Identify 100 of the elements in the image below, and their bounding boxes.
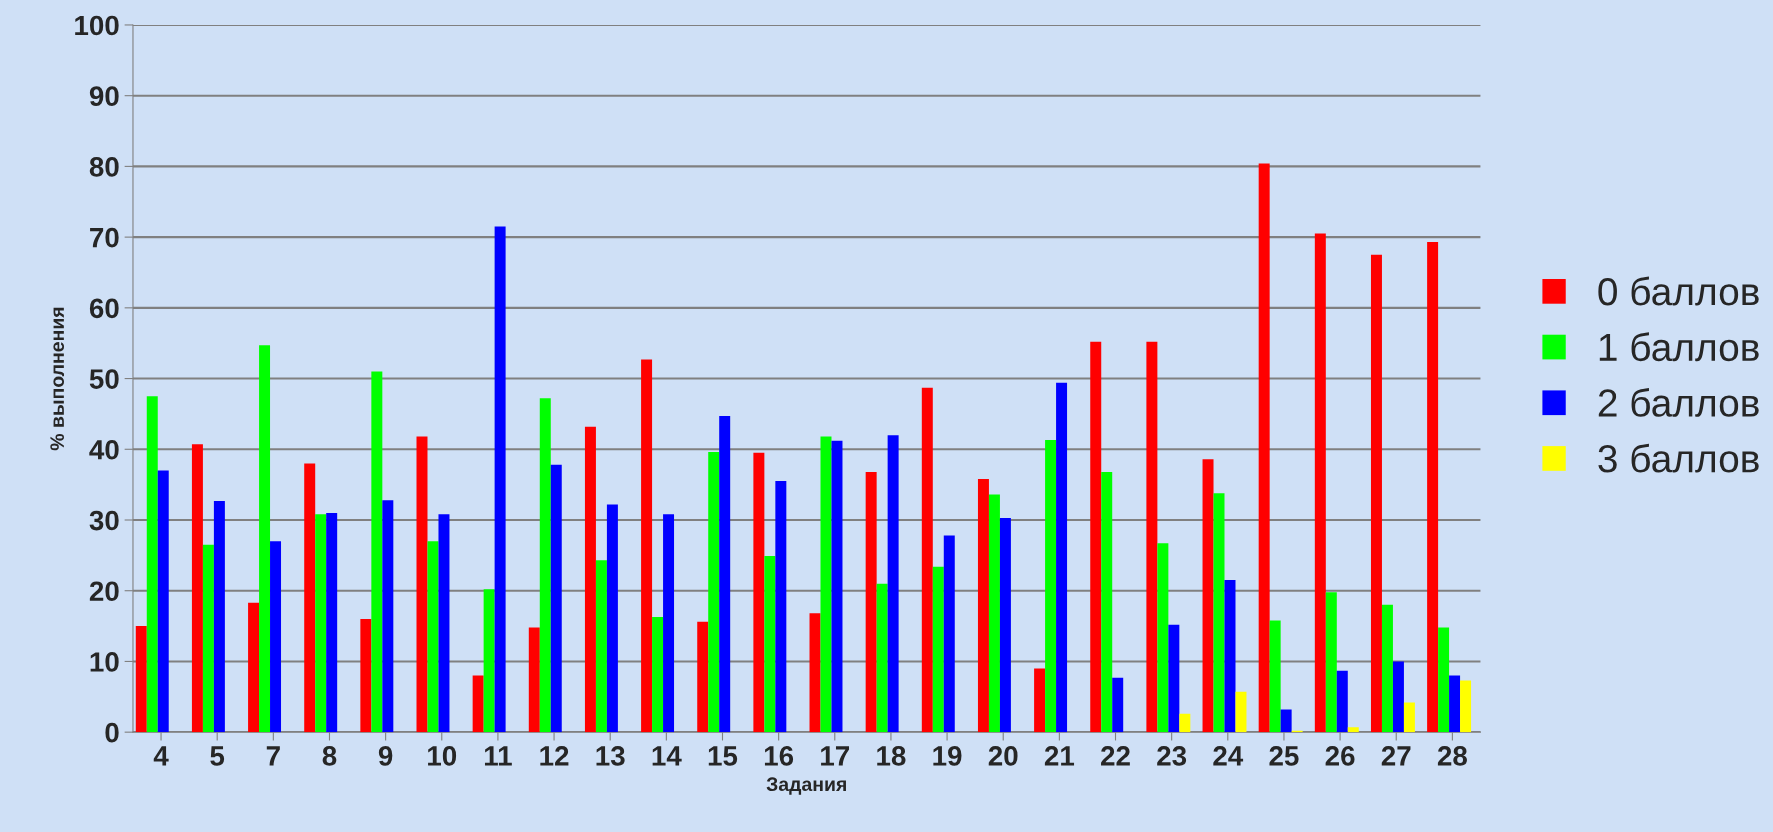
y-tick-label: 40 [89, 439, 119, 460]
y-tick-label: 80 [89, 157, 119, 177]
y-tick-label: 50 [89, 369, 119, 389]
bar [1381, 604, 1393, 733]
bar [146, 396, 158, 733]
bar [1213, 493, 1225, 733]
bar [1449, 675, 1461, 733]
x-tick-label: 9 [378, 746, 393, 766]
bar [1438, 627, 1450, 733]
legend-label: 0 баллов [1598, 276, 1759, 306]
bar [1460, 680, 1472, 733]
bar [1168, 624, 1180, 733]
bar [652, 616, 664, 733]
y-tick-label: 0 [105, 722, 119, 743]
x-tick-label: 16 [764, 746, 794, 766]
bar [1179, 713, 1191, 733]
bar [1314, 233, 1326, 733]
bar [157, 470, 169, 733]
x-tick-label: 24 [1213, 746, 1244, 766]
bar [371, 371, 383, 733]
bar [775, 481, 787, 733]
bar [865, 471, 877, 733]
bar [483, 589, 495, 733]
x-tick-label: 7 [266, 746, 280, 766]
legend-label: 1 баллов [1599, 332, 1759, 362]
x-tick-label: 27 [1381, 746, 1411, 766]
x-tick-label: 8 [322, 746, 337, 766]
bar [1101, 471, 1113, 733]
y-tick-label: 70 [90, 227, 119, 248]
bar [1269, 620, 1281, 733]
bar [427, 541, 439, 733]
bar [539, 398, 551, 733]
bar [1403, 702, 1415, 733]
x-tick-label: 14 [652, 746, 682, 766]
x-tick-label: 19 [933, 746, 962, 766]
bar [259, 345, 271, 733]
bar [663, 514, 675, 733]
bar [1280, 709, 1292, 733]
bar [988, 494, 1000, 733]
bar [999, 517, 1011, 733]
bar [472, 675, 484, 733]
bar [1258, 163, 1270, 733]
bar [1056, 382, 1068, 733]
x-tick-label: 22 [1101, 746, 1130, 766]
bar [1224, 580, 1236, 733]
x-tick-label: 4 [153, 746, 169, 766]
x-tick-label: 13 [596, 746, 625, 766]
y-tick-label: 100 [75, 15, 119, 36]
y-axis-title: % выполнения [50, 307, 65, 451]
bar [1325, 592, 1337, 733]
bar [270, 541, 282, 733]
bar [416, 436, 428, 733]
y-tick-label: 90 [89, 86, 119, 107]
bar [719, 416, 731, 733]
bar [831, 440, 843, 733]
bar [764, 556, 776, 733]
x-tick-label: 10 [428, 746, 457, 766]
bar [1235, 691, 1247, 733]
y-tick-label: 30 [89, 510, 119, 531]
bar [1090, 341, 1102, 733]
bar [304, 463, 316, 733]
bar [753, 452, 765, 733]
x-tick-label: 21 [1044, 746, 1075, 766]
bar [135, 626, 147, 733]
bar [550, 464, 562, 733]
bar [1112, 677, 1124, 733]
x-tick-label: 12 [540, 746, 569, 766]
bar [1202, 459, 1214, 733]
bar [820, 436, 832, 733]
bar [876, 583, 888, 733]
bar [1347, 727, 1359, 733]
x-tick-label: 5 [210, 746, 225, 766]
bar [248, 602, 260, 733]
bar [708, 452, 720, 733]
legend-label: 2 баллов [1598, 387, 1759, 417]
bar [932, 566, 944, 733]
bar [213, 500, 225, 733]
bar [202, 544, 214, 733]
x-tick-label: 25 [1269, 746, 1299, 766]
bar [494, 226, 506, 733]
x-tick-label: 17 [821, 746, 850, 766]
bar [1045, 440, 1057, 733]
x-tick-label: 23 [1157, 746, 1187, 766]
bar [1370, 254, 1382, 733]
x-tick-label: 11 [484, 746, 512, 766]
bar [191, 444, 203, 733]
bar [977, 478, 989, 733]
bar [326, 512, 338, 733]
x-tick-label: 20 [988, 746, 1018, 766]
bar [595, 560, 607, 733]
bar [921, 387, 933, 733]
bar [1427, 242, 1439, 733]
bar [528, 627, 540, 733]
bar [1392, 661, 1404, 733]
y-tick-label: 60 [89, 298, 119, 319]
bar [1157, 543, 1169, 733]
x-tick-label: 15 [708, 746, 738, 766]
bar [360, 619, 372, 733]
bar [697, 621, 709, 733]
bar [382, 500, 394, 733]
